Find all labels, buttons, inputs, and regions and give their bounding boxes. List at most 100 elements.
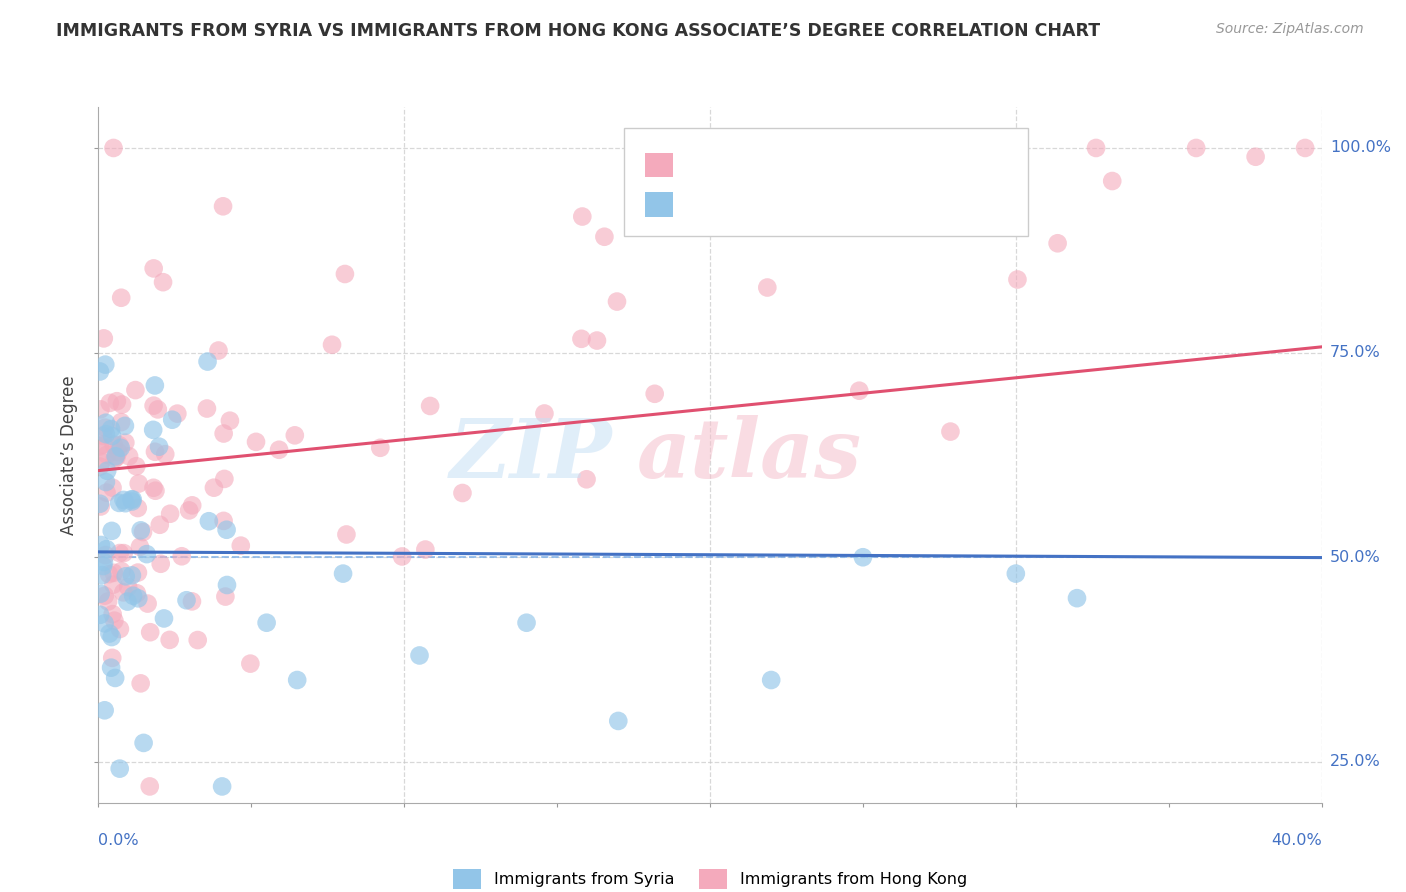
Point	[91, 559, 114, 574]
Point	[103, 577, 125, 591]
Point	[89, 364, 111, 378]
Point	[90, 587, 112, 601]
Point	[198, 514, 221, 528]
Text: ZIP: ZIP	[450, 415, 612, 495]
Point	[1185, 141, 1208, 155]
Point	[160, 413, 183, 427]
Point	[125, 459, 148, 474]
Point	[333, 267, 356, 281]
Point	[368, 441, 391, 455]
Point	[181, 499, 204, 513]
Text: -0.010: -0.010	[769, 162, 828, 180]
Point	[575, 472, 598, 486]
Text: N =: N =	[866, 201, 927, 219]
Point	[332, 566, 354, 581]
Point	[1046, 236, 1069, 251]
Point	[924, 173, 946, 187]
Point	[118, 450, 141, 464]
Point	[195, 401, 218, 416]
Point	[101, 607, 124, 621]
Point	[136, 597, 159, 611]
Point	[89, 402, 111, 417]
Point	[120, 492, 142, 507]
Point	[202, 481, 225, 495]
Point	[215, 578, 238, 592]
Point	[96, 464, 118, 478]
Point	[108, 762, 131, 776]
Point	[121, 568, 143, 582]
Point	[1007, 272, 1029, 286]
Point	[129, 676, 152, 690]
Point	[89, 459, 111, 474]
Point	[516, 615, 538, 630]
Point	[321, 338, 343, 352]
Point	[98, 567, 121, 582]
Point	[98, 626, 121, 640]
Point	[229, 539, 252, 553]
Point	[114, 496, 136, 510]
Point	[586, 334, 609, 348]
Point	[93, 331, 115, 345]
Text: atlas: atlas	[637, 415, 862, 495]
Point	[207, 343, 229, 358]
Point	[110, 291, 132, 305]
Point	[939, 425, 962, 439]
Point	[110, 441, 132, 455]
Point	[103, 566, 125, 580]
Point	[239, 657, 262, 671]
Point	[415, 542, 437, 557]
Point	[93, 437, 115, 451]
Text: R =: R =	[702, 201, 741, 219]
Point	[117, 580, 139, 594]
Point	[170, 549, 193, 564]
Point	[110, 415, 132, 429]
Point	[101, 429, 124, 443]
Point	[152, 275, 174, 289]
Point	[1066, 591, 1088, 606]
Point	[149, 517, 172, 532]
Point	[96, 542, 118, 557]
Point	[176, 593, 198, 607]
Y-axis label: Associate’s Degree: Associate’s Degree	[60, 376, 79, 534]
Point	[212, 199, 235, 213]
Text: 25.0%: 25.0%	[1330, 755, 1381, 770]
Point	[94, 475, 117, 489]
Point	[149, 557, 172, 571]
Text: R =: R =	[702, 162, 741, 180]
Point	[98, 396, 121, 410]
Bar	[645, 193, 673, 217]
Point	[103, 437, 125, 451]
Point	[94, 420, 117, 434]
Point	[127, 591, 149, 606]
Point	[103, 614, 125, 628]
Point	[284, 428, 307, 442]
Text: 0.221: 0.221	[769, 201, 828, 219]
Point	[215, 523, 238, 537]
Point	[146, 402, 169, 417]
Point	[129, 540, 152, 554]
Point	[127, 566, 149, 580]
Point	[93, 616, 115, 631]
Text: 112: 112	[965, 201, 994, 219]
Point	[142, 481, 165, 495]
Point	[93, 555, 115, 569]
Point	[139, 780, 162, 794]
Point	[848, 384, 870, 398]
Point	[108, 438, 131, 452]
Point	[451, 486, 474, 500]
Point	[100, 524, 122, 538]
Point	[112, 546, 135, 560]
Point	[108, 622, 131, 636]
Point	[132, 524, 155, 539]
Point	[408, 648, 430, 663]
Text: 75.0%: 75.0%	[1330, 345, 1381, 360]
Point	[1004, 566, 1026, 581]
Point	[94, 358, 117, 372]
Point	[212, 426, 235, 441]
Point	[607, 714, 630, 728]
Point	[166, 407, 188, 421]
Bar	[645, 153, 673, 177]
Point	[89, 607, 111, 622]
Point	[114, 418, 136, 433]
Point	[214, 590, 236, 604]
